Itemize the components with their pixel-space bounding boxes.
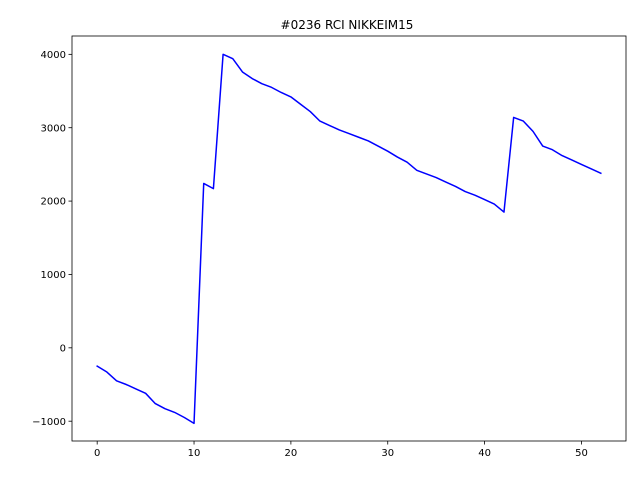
plot-frame <box>71 35 627 442</box>
x-axis: 0 10 20 30 40 50 <box>94 441 588 459</box>
x-tick-label: 10 <box>188 448 201 459</box>
y-tick-label: 0 <box>60 343 66 354</box>
series-line <box>96 53 602 425</box>
y-tick-label: −1000 <box>32 417 66 428</box>
y-tick-label: 4000 <box>41 50 66 61</box>
chart-title: #0236 RCI NIKKEIM15 <box>281 18 414 32</box>
x-tick-label: 50 <box>575 448 588 459</box>
y-axis: −1000 0 1000 2000 3000 4000 <box>32 50 72 428</box>
x-tick-label: 20 <box>285 448 298 459</box>
plot-area <box>96 53 602 425</box>
y-tick-label: 1000 <box>41 270 66 281</box>
y-tick-label: 3000 <box>41 123 66 134</box>
x-tick-label: 30 <box>381 448 394 459</box>
x-tick-label: 40 <box>478 448 491 459</box>
x-tick-label: 0 <box>94 448 100 459</box>
y-tick-label: 2000 <box>41 197 66 208</box>
